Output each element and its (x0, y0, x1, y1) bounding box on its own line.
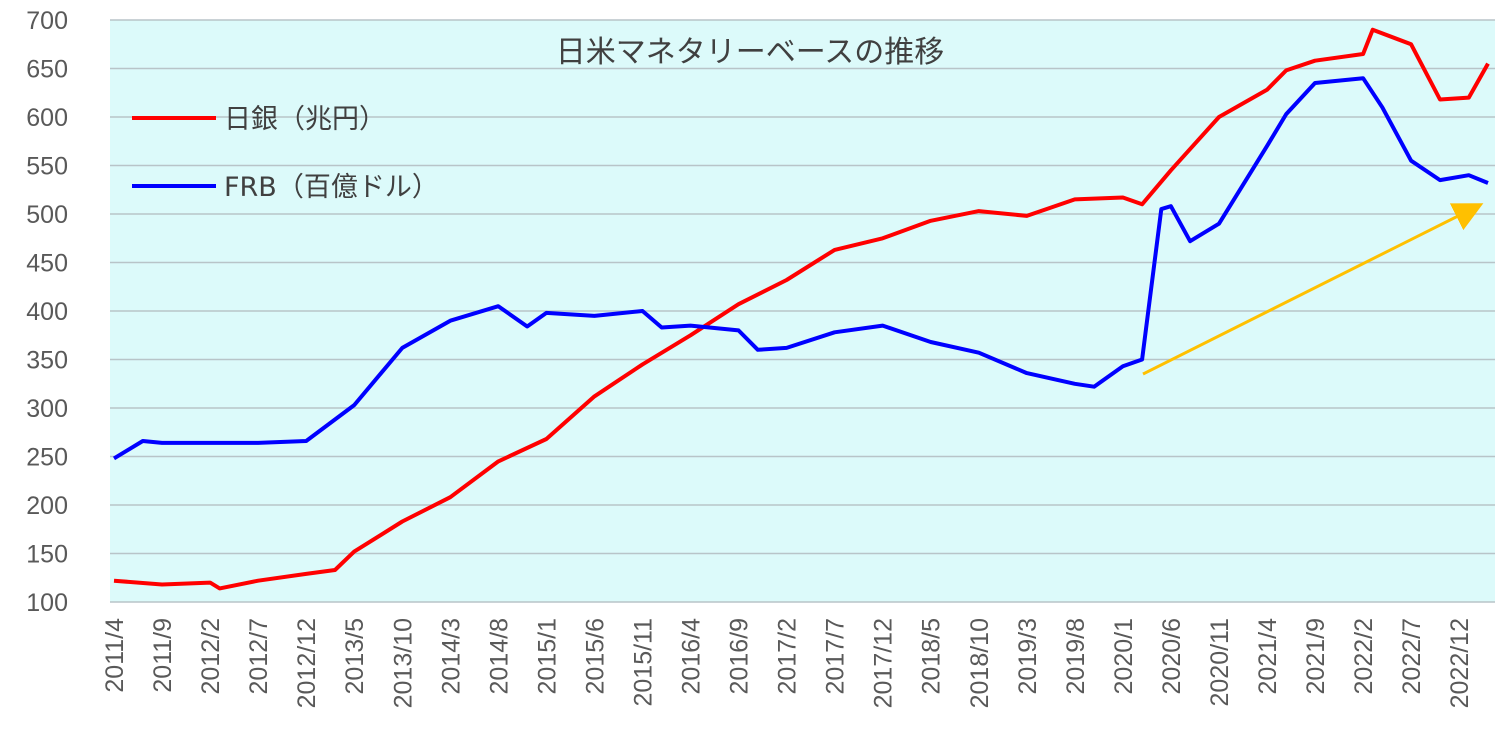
x-tick-label: 2015/1 (533, 618, 561, 694)
x-tick-label: 2018/10 (966, 618, 994, 708)
y-tick-label: 400 (26, 298, 68, 326)
y-tick-label: 350 (26, 347, 68, 375)
x-tick-label: 2022/12 (1446, 618, 1474, 708)
x-tick-label: 2019/3 (1014, 618, 1042, 694)
y-tick-label: 500 (26, 201, 68, 229)
x-axis-ticks: 2011/4 2011/9 2012/2 2012/7 2012/12 2013/5 201… (101, 618, 1474, 708)
series-line-boj (113, 27, 1490, 591)
x-tick-label: 2017/2 (774, 618, 802, 694)
x-tick-label: 2022/7 (1398, 618, 1426, 694)
y-tick-label: 100 (26, 589, 68, 617)
x-tick-label: 2016/9 (726, 618, 754, 694)
series-line-frb (112, 76, 1489, 461)
x-tick-label: 2012/7 (245, 618, 273, 694)
x-tick-label: 2017/7 (822, 618, 850, 694)
legend-label-frb: FRB（百億ドル） (224, 172, 439, 203)
trend-arrow-annotation (1142, 203, 1484, 376)
x-tick-label: 2020/6 (1158, 618, 1186, 694)
y-tick-label: 700 (26, 7, 68, 35)
x-tick-label: 2013/5 (341, 618, 369, 694)
x-tick-label: 2021/9 (1302, 618, 1330, 694)
x-tick-label: 2015/11 (629, 618, 657, 707)
x-tick-label: 2021/4 (1254, 618, 1282, 695)
x-tick-label: 2012/12 (293, 618, 321, 708)
y-axis-ticks: 100 150 200 250 300 350 400 450 500 550 600 650 700 (26, 7, 68, 617)
y-tick-label: 450 (26, 250, 68, 278)
chart-title: 日米マネタリーベースの推移 (556, 35, 945, 70)
x-tick-label: 2016/4 (678, 618, 706, 695)
x-tick-label: 2012/2 (197, 618, 225, 694)
y-tick-label: 300 (26, 395, 68, 423)
x-tick-label: 2017/12 (870, 618, 898, 708)
x-tick-label: 2011/9 (149, 618, 177, 693)
gridlines (110, 19, 1495, 603)
legend-label-boj: 日銀（兆円） (224, 104, 386, 135)
y-tick-label: 250 (26, 444, 68, 472)
y-tick-label: 550 (26, 153, 68, 181)
x-tick-label: 2020/11 (1206, 618, 1234, 707)
x-tick-label: 2011/4 (101, 618, 129, 693)
y-tick-label: 650 (26, 56, 68, 84)
x-tick-label: 2018/5 (918, 618, 946, 694)
x-tick-label: 2022/2 (1350, 618, 1378, 694)
x-tick-label: 2020/1 (1110, 618, 1138, 694)
y-tick-label: 600 (26, 104, 68, 132)
y-tick-label: 200 (26, 492, 68, 520)
series-lines (112, 27, 1490, 591)
x-tick-label: 2013/10 (389, 618, 417, 708)
x-tick-label: 2014/8 (485, 618, 513, 694)
y-tick-label: 150 (26, 541, 68, 569)
x-tick-label: 2019/8 (1062, 618, 1090, 694)
x-tick-label: 2015/6 (581, 618, 609, 694)
x-tick-label: 2014/3 (437, 618, 465, 694)
legend: 日銀（兆円） FRB（百億ドル） (132, 104, 439, 203)
